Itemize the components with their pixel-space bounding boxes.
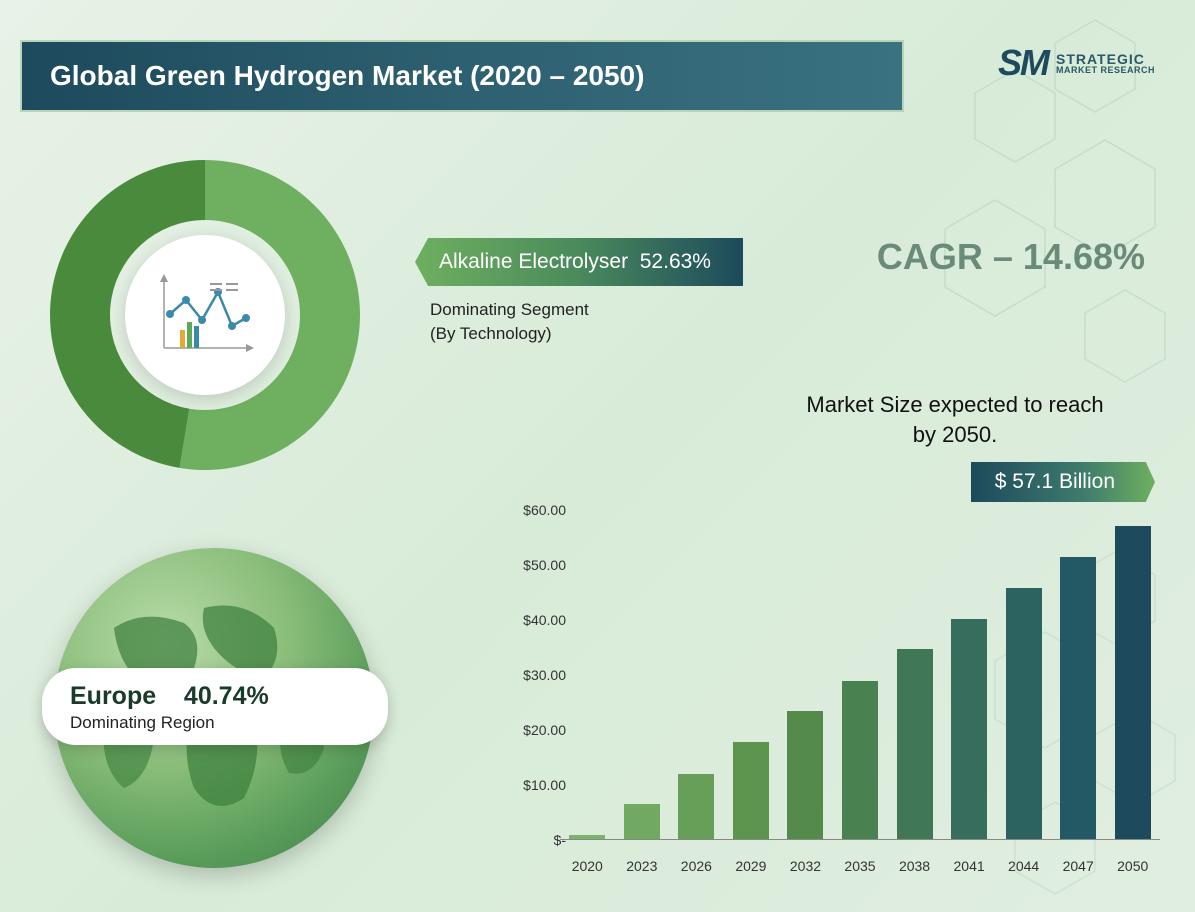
y-axis-tick: $40.00 <box>506 612 566 628</box>
logo-mark-icon: SM <box>998 42 1048 84</box>
bar <box>787 711 823 840</box>
y-axis-tick: $60.00 <box>506 502 566 518</box>
bar <box>624 804 660 840</box>
y-axis-tick: $50.00 <box>506 557 566 573</box>
x-axis-tick: 2041 <box>954 858 985 874</box>
x-axis-tick: 2029 <box>735 858 766 874</box>
cagr-value: CAGR – 14.68% <box>877 236 1145 278</box>
bar <box>1115 526 1151 840</box>
x-axis-tick: 2035 <box>844 858 875 874</box>
region-subtitle: Dominating Region <box>70 713 360 733</box>
page-title: Global Green Hydrogen Market (2020 – 205… <box>22 42 902 110</box>
x-axis-tick: 2044 <box>1008 858 1039 874</box>
x-axis-tick: 2050 <box>1117 858 1148 874</box>
bar <box>733 742 769 840</box>
y-axis-tick: $- <box>506 832 566 848</box>
logo-line1: STRATEGIC <box>1056 52 1155 66</box>
brand-logo: SM STRATEGIC MARKET RESEARCH <box>998 42 1155 84</box>
bar <box>842 681 878 841</box>
segment-subtitle: Dominating Segment(By Technology) <box>430 298 589 346</box>
x-axis-tick: 2032 <box>790 858 821 874</box>
x-axis-tick: 2038 <box>899 858 930 874</box>
market-size-label: Market Size expected to reach by 2050. <box>805 390 1105 449</box>
y-axis-tick: $30.00 <box>506 667 566 683</box>
segment-name: Alkaline Electrolyser <box>439 250 628 273</box>
segment-badge: Alkaline Electrolyser 52.63% <box>415 238 743 286</box>
logo-line2: MARKET RESEARCH <box>1056 66 1155 75</box>
market-size-bar-chart: $-$10.00$20.00$30.00$40.00$50.00$60.00 2… <box>490 510 1170 890</box>
region-badge: Europe 40.74% Dominating Region <box>42 668 388 745</box>
region-pct: 40.74% <box>184 682 269 710</box>
donut-center-icon <box>125 235 285 395</box>
x-axis-tick: 2026 <box>681 858 712 874</box>
x-axis-tick: 2047 <box>1063 858 1094 874</box>
x-axis-tick: 2020 <box>572 858 603 874</box>
region-name: Europe <box>70 682 156 710</box>
bar <box>678 774 714 840</box>
bar <box>897 649 933 840</box>
technology-donut-chart <box>50 160 360 470</box>
segment-pct: 52.63% <box>640 250 711 273</box>
y-axis-tick: $20.00 <box>506 722 566 738</box>
bar <box>1060 557 1096 840</box>
x-axis-tick: 2023 <box>626 858 657 874</box>
bar <box>951 619 987 840</box>
market-size-value: $ 57.1 Billion <box>971 462 1155 502</box>
y-axis-tick: $10.00 <box>506 777 566 793</box>
bar <box>1006 588 1042 840</box>
